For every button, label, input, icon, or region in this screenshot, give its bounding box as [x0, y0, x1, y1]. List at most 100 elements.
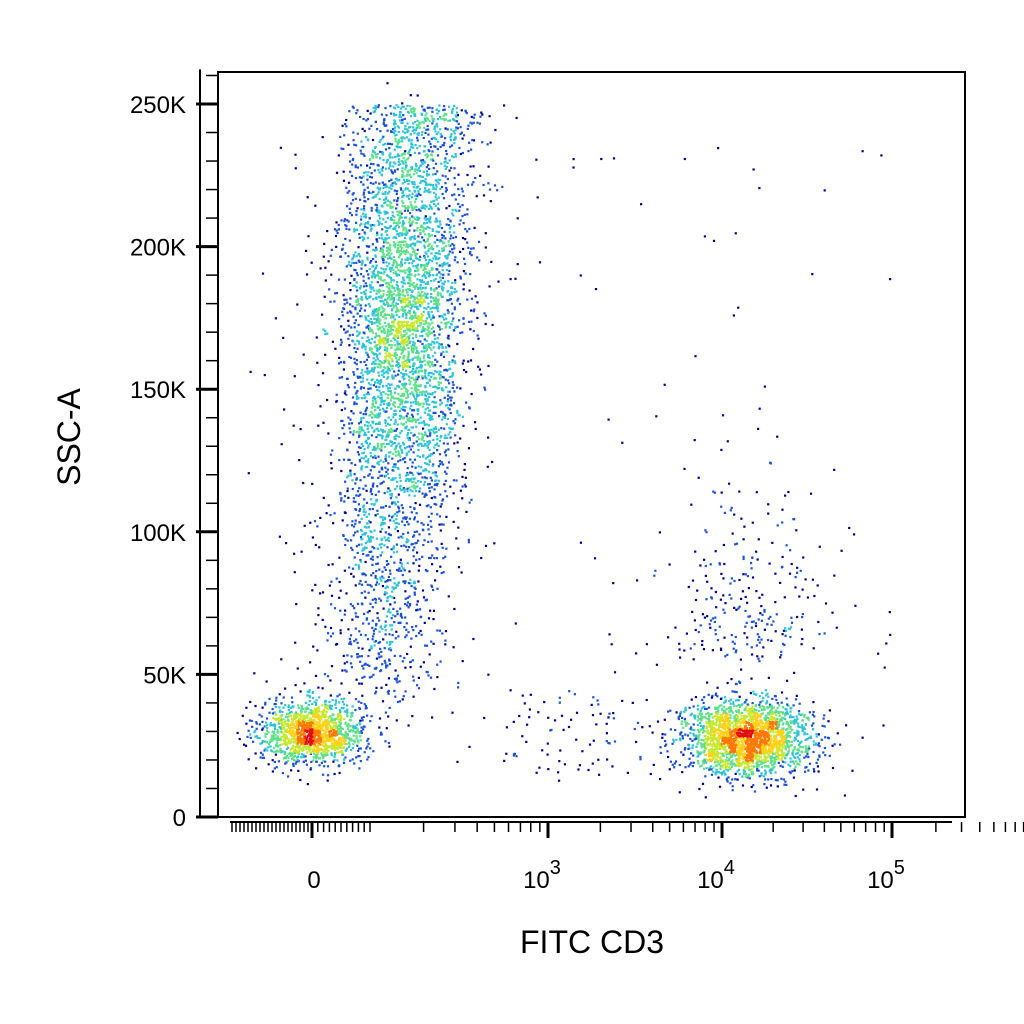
data-point	[408, 270, 411, 273]
data-point	[422, 136, 425, 140]
data-point	[442, 241, 445, 245]
data-point	[273, 767, 276, 770]
data-point	[394, 270, 397, 273]
data-point	[326, 765, 330, 768]
data-point	[396, 223, 399, 227]
data-point	[269, 724, 272, 727]
data-point	[318, 715, 322, 719]
data-point	[376, 207, 379, 210]
data-point	[403, 569, 406, 572]
data-point	[389, 451, 392, 454]
data-point	[389, 579, 392, 582]
data-point	[392, 300, 395, 303]
data-point	[319, 723, 322, 726]
data-point	[404, 616, 407, 619]
data-point	[354, 708, 357, 712]
data-point	[442, 523, 445, 526]
data-point	[393, 318, 396, 321]
data-point	[315, 336, 318, 339]
data-point	[417, 192, 420, 195]
data-point	[464, 238, 467, 241]
data-point	[483, 312, 486, 315]
data-point	[342, 307, 345, 310]
data-point	[362, 193, 365, 196]
data-point	[250, 719, 253, 722]
plot-background	[218, 72, 965, 817]
data-point	[407, 428, 410, 431]
data-point	[401, 451, 404, 454]
data-point	[339, 714, 342, 717]
data-point	[428, 330, 431, 333]
data-point	[317, 739, 320, 742]
data-point	[386, 142, 389, 145]
data-point	[273, 750, 276, 753]
data-point	[369, 557, 373, 560]
data-point	[420, 522, 423, 525]
data-point	[409, 448, 412, 451]
data-point	[433, 298, 436, 301]
data-point	[365, 295, 368, 298]
data-point	[327, 737, 330, 740]
data-point	[410, 318, 413, 321]
data-point	[387, 416, 390, 419]
data-point	[459, 275, 462, 278]
data-point	[463, 213, 466, 216]
data-point	[312, 756, 315, 759]
data-point	[285, 755, 289, 758]
data-point	[309, 724, 312, 727]
data-point	[360, 467, 363, 470]
data-point	[308, 694, 311, 697]
data-point	[436, 245, 439, 248]
data-point	[386, 253, 389, 256]
data-point	[367, 537, 371, 540]
data-point	[365, 326, 368, 329]
data-point	[410, 431, 413, 434]
data-point	[434, 188, 437, 191]
data-point	[389, 304, 393, 307]
data-point	[374, 381, 377, 384]
data-point	[346, 734, 349, 737]
data-point	[408, 189, 411, 192]
data-point	[280, 725, 283, 728]
data-point	[374, 575, 377, 578]
data-point	[360, 468, 363, 471]
data-point	[341, 314, 344, 317]
data-point	[297, 721, 300, 724]
data-point	[286, 716, 289, 719]
data-point	[384, 201, 387, 204]
data-point	[279, 727, 282, 730]
data-point	[309, 726, 312, 729]
data-point	[329, 745, 332, 748]
data-point	[368, 127, 371, 130]
data-point	[472, 329, 475, 333]
data-point	[351, 105, 354, 108]
data-point	[432, 618, 435, 621]
data-point	[432, 159, 435, 162]
data-point	[391, 590, 394, 593]
data-point	[405, 622, 408, 625]
data-point	[400, 489, 403, 492]
data-point	[358, 682, 361, 685]
data-point	[446, 128, 449, 131]
data-point	[404, 107, 407, 110]
data-point	[367, 221, 370, 224]
data-point	[379, 294, 382, 297]
data-point	[339, 343, 342, 346]
data-point	[334, 731, 337, 734]
data-point	[397, 635, 400, 638]
data-point	[436, 629, 439, 632]
data-point	[367, 519, 371, 523]
data-point	[380, 445, 383, 448]
data-point	[439, 370, 442, 373]
data-point	[416, 139, 419, 142]
data-point	[314, 722, 317, 725]
data-point	[273, 711, 276, 714]
data-point	[336, 743, 339, 746]
data-point	[397, 493, 400, 496]
data-point	[376, 616, 379, 620]
data-point	[347, 496, 350, 499]
data-point	[364, 542, 368, 545]
data-point	[360, 417, 363, 420]
data-point	[405, 136, 409, 139]
data-point	[297, 728, 300, 731]
